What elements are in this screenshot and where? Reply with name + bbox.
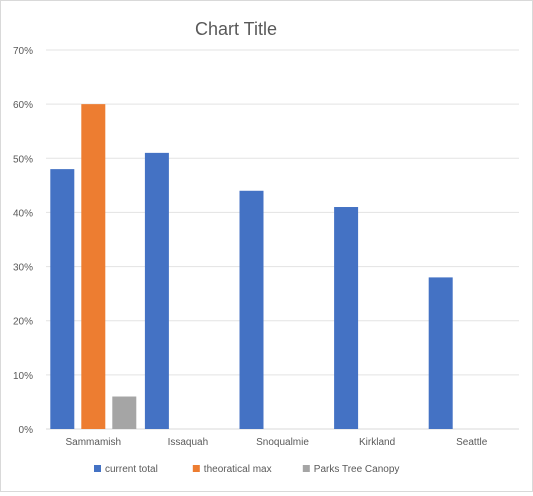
- bar-theoratical-max-sammamish: [81, 104, 106, 430]
- legend: current total theoratical max Parks Tree C…: [94, 464, 399, 475]
- bar-current-total-snoqualmie: [239, 190, 264, 429]
- legend-swatch: [302, 465, 310, 472]
- y-tick-label: 10%: [13, 371, 33, 382]
- x-tick-label: Sammamish: [66, 437, 122, 448]
- y-tick-label: 60%: [13, 100, 33, 111]
- bar-current-total-sammamish: [50, 169, 75, 429]
- legend-swatch: [192, 465, 200, 472]
- x-tick-label: Issaquah: [168, 437, 209, 448]
- x-tick-label: Snoqualmie: [256, 437, 309, 448]
- bar-current-total-seattle: [428, 277, 453, 429]
- y-tick-label: 30%: [13, 263, 33, 274]
- y-tick-label: 40%: [13, 208, 33, 219]
- x-axis-tick-labels: Sammamish Issaquah Snoqualmie Kirkland Seatt…: [66, 437, 488, 448]
- x-tick-label: Kirkland: [359, 437, 395, 448]
- gridlines: [46, 49, 519, 430]
- legend-label: theoratical max: [204, 464, 272, 475]
- y-tick-label: 20%: [13, 317, 33, 328]
- legend-label: Parks Tree Canopy: [314, 464, 400, 475]
- chart-title: Chart Title: [195, 19, 277, 39]
- y-tick-label: 0%: [19, 425, 34, 436]
- y-tick-label: 70%: [13, 46, 33, 57]
- bars: [50, 104, 453, 430]
- legend-label: current total: [105, 464, 158, 475]
- bar-parks-tree-canopy-sammamish: [112, 396, 137, 429]
- bar-current-total-issaquah: [144, 152, 169, 429]
- y-axis-tick-labels: 0% 10% 20% 30% 40% 50% 60% 70%: [13, 46, 33, 436]
- y-tick-label: 50%: [13, 154, 33, 165]
- bar-current-total-kirkland: [334, 207, 359, 429]
- x-tick-label: Seattle: [456, 437, 488, 448]
- legend-swatch: [94, 465, 101, 472]
